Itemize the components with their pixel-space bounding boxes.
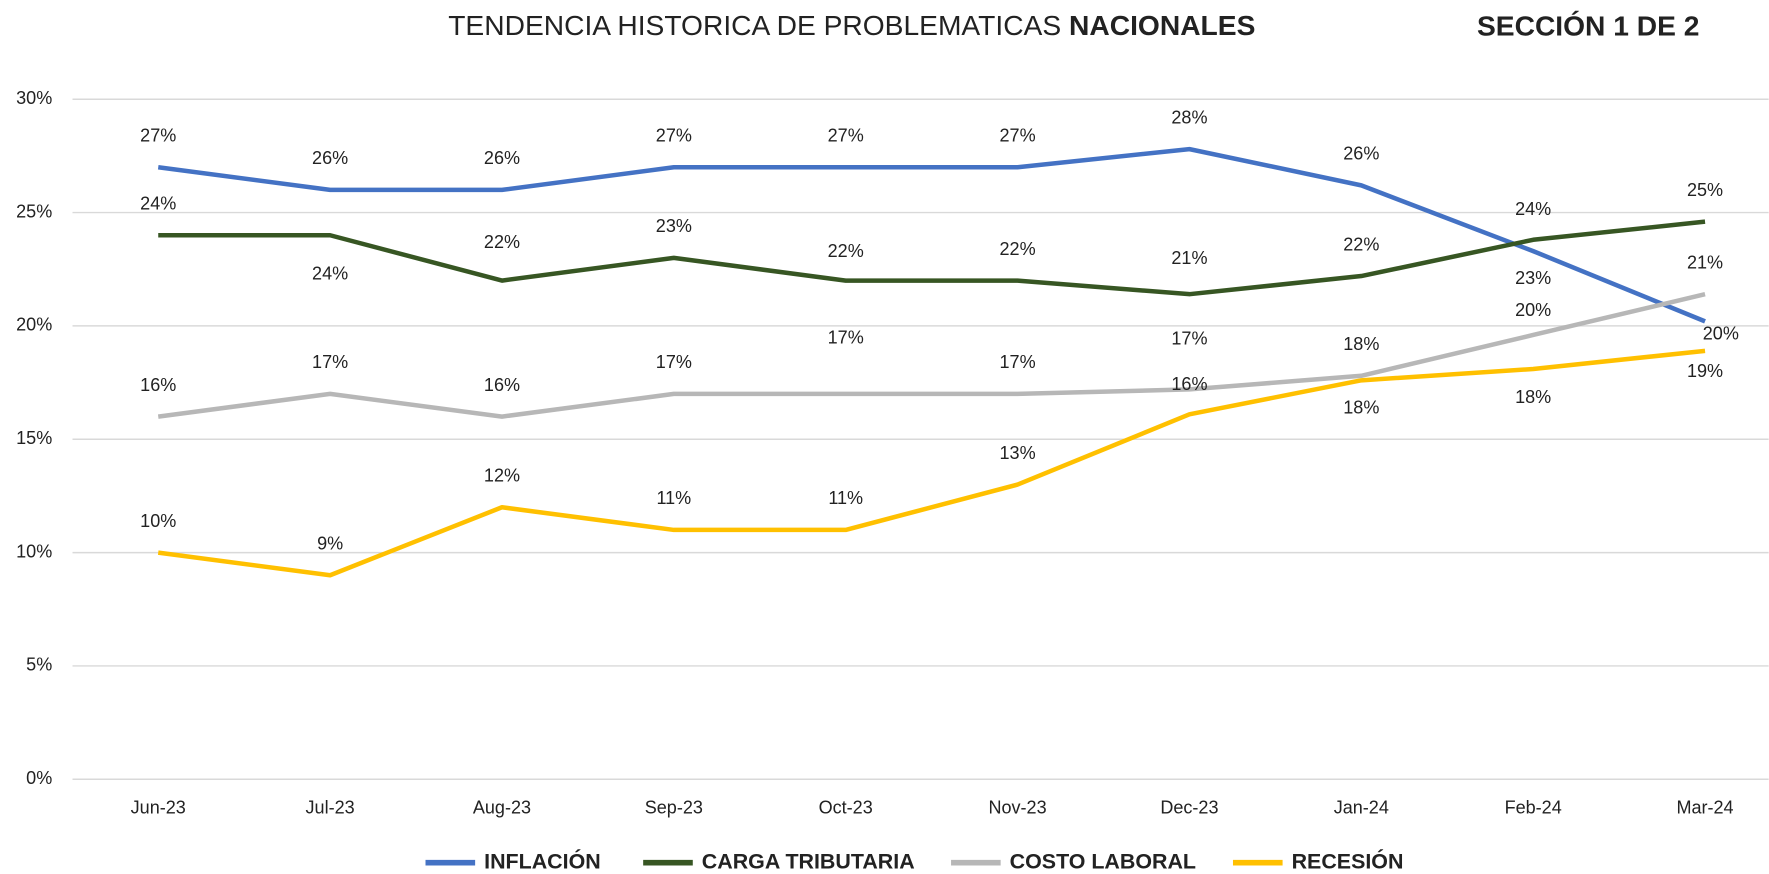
legend-label: INFLACIÓN <box>484 848 601 873</box>
data-label: 23% <box>1515 268 1551 288</box>
data-label: 18% <box>1343 397 1379 417</box>
series-line <box>158 219 1706 297</box>
series-line <box>157 146 1706 324</box>
data-label: 11% <box>828 488 863 508</box>
y-tick-label: 0% <box>26 768 52 788</box>
y-tick-label: 30% <box>16 88 52 108</box>
legend-label: RECESIÓN <box>1292 848 1404 873</box>
chart-title: TENDENCIA HISTORICA DE PROBLEMATICAS NAC… <box>448 10 1255 42</box>
x-tick-label: Aug-23 <box>473 797 531 817</box>
x-tick-label: Sep-23 <box>645 797 703 817</box>
data-label: 22% <box>1000 239 1036 259</box>
data-label: 20% <box>1703 324 1739 344</box>
data-label: 26% <box>312 148 348 168</box>
data-label: 18% <box>1343 334 1379 354</box>
data-label: 17% <box>828 327 864 347</box>
x-tick-label: Oct-23 <box>819 797 873 817</box>
title-part: TENDENCIA HISTORICA DE PROBLEMATICAS <box>448 10 1061 42</box>
y-tick-label: 5% <box>26 655 52 675</box>
legend-label: COSTO LABORAL <box>1010 849 1196 873</box>
x-tick-label: Nov-23 <box>989 797 1047 817</box>
data-label: 27% <box>1000 126 1036 146</box>
data-label: 16% <box>140 375 176 395</box>
data-label: 11% <box>656 488 691 508</box>
data-label: 17% <box>312 352 348 372</box>
legend-label: CARGA TRIBUTARIA <box>702 849 915 873</box>
data-label: 10% <box>140 511 176 531</box>
section-label: SECCIÓN 1 DE 2 <box>1477 10 1699 42</box>
data-label: 27% <box>828 126 864 146</box>
data-label: 24% <box>312 263 348 283</box>
data-label: 17% <box>1000 352 1036 372</box>
y-tick-label: 20% <box>16 315 52 335</box>
data-label: 9% <box>317 534 343 554</box>
data-label: 25% <box>1687 180 1723 200</box>
data-label: 18% <box>1515 387 1551 407</box>
y-tick-label: 15% <box>16 428 52 448</box>
title-part: NACIONALES <box>1069 10 1255 42</box>
data-label: 21% <box>1687 252 1723 272</box>
data-label: 22% <box>828 241 864 261</box>
data-label: 16% <box>1171 374 1207 394</box>
data-label: 22% <box>1343 234 1379 254</box>
series-line <box>157 291 1706 419</box>
series-line <box>157 348 1706 578</box>
data-label: 26% <box>1343 144 1379 164</box>
x-tick-label: Jul-23 <box>306 797 355 817</box>
data-label: 23% <box>656 216 692 236</box>
data-label: 19% <box>1687 361 1723 381</box>
x-tick-label: Jan-24 <box>1334 797 1389 817</box>
data-label: 26% <box>484 148 520 168</box>
y-tick-label: 25% <box>16 201 52 221</box>
x-tick-label: Dec-23 <box>1160 797 1218 817</box>
data-label: 24% <box>1515 199 1551 219</box>
data-label: 22% <box>484 232 520 252</box>
x-tick-label: Feb-24 <box>1505 797 1562 817</box>
data-label: 16% <box>484 375 520 395</box>
data-label: 17% <box>1171 329 1207 349</box>
data-label: 21% <box>1171 248 1207 268</box>
data-label: 13% <box>1000 443 1036 463</box>
data-label: 24% <box>140 194 176 214</box>
data-label: 27% <box>140 126 176 146</box>
data-label: 20% <box>1515 300 1551 320</box>
data-label: 27% <box>656 126 692 146</box>
data-label: 17% <box>656 352 692 372</box>
x-tick-label: Mar-24 <box>1676 797 1733 817</box>
y-tick-label: 10% <box>16 541 52 561</box>
data-label: 28% <box>1171 107 1207 127</box>
x-tick-label: Jun-23 <box>131 797 186 817</box>
data-label: 12% <box>484 466 520 486</box>
